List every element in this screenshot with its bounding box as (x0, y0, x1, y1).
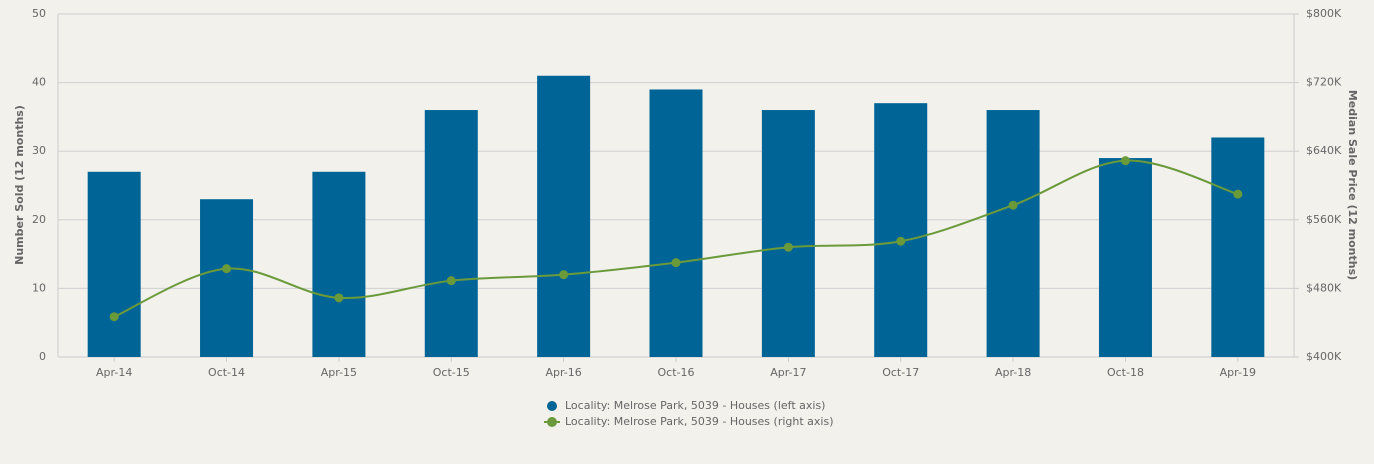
y-tick-label: 50 (32, 7, 46, 20)
line-point (1120, 156, 1130, 166)
legend-symbol (547, 417, 557, 427)
y2-tick-label: $640K (1306, 144, 1342, 157)
y2-tick-label: $800K (1306, 7, 1342, 20)
legend-symbol (547, 401, 557, 411)
x-tick-label: Oct-15 (433, 366, 470, 379)
bar (761, 110, 815, 357)
x-tick-label: Apr-15 (321, 366, 357, 379)
line-point (446, 276, 456, 286)
line-point (1008, 200, 1018, 210)
bar (649, 89, 703, 358)
x-tick-label: Apr-14 (96, 366, 132, 379)
y2-tick-label: $720K (1306, 76, 1342, 89)
x-tick-label: Apr-18 (995, 366, 1031, 379)
y-axis-title: Number Sold (12 months) (13, 105, 26, 265)
line-point (896, 236, 906, 246)
y-tick-label: 30 (32, 144, 46, 157)
bar (200, 199, 254, 357)
y2-tick-label: $400K (1306, 350, 1342, 363)
legend-label: Locality: Melrose Park, 5039 - Houses (l… (565, 399, 825, 412)
y-tick-label: 20 (32, 213, 46, 226)
y2-axis-title: Median Sale Price (12 months) (1346, 90, 1359, 280)
y-tick-label: 40 (32, 76, 46, 89)
bar (424, 110, 478, 357)
x-tick-label: Oct-14 (208, 366, 245, 379)
y-tick-label: 0 (39, 350, 46, 363)
x-tick-label: Oct-18 (1107, 366, 1144, 379)
line-point (559, 270, 569, 280)
bar (87, 171, 141, 357)
bar (1211, 137, 1265, 357)
line-point (671, 258, 681, 268)
line-point (783, 242, 793, 252)
legend-label: Locality: Melrose Park, 5039 - Houses (r… (565, 415, 834, 428)
x-tick-label: Oct-16 (658, 366, 695, 379)
x-tick-label: Apr-17 (770, 366, 806, 379)
y-tick-label: 10 (32, 281, 46, 294)
x-tick-label: Apr-19 (1220, 366, 1256, 379)
x-tick-label: Apr-16 (545, 366, 581, 379)
bar (986, 110, 1040, 357)
bar (312, 171, 366, 357)
x-tick-label: Oct-17 (882, 366, 919, 379)
y2-tick-label: $560K (1306, 213, 1342, 226)
bar (874, 103, 928, 358)
line-point (109, 312, 119, 322)
line-point (334, 293, 344, 303)
line-point (222, 264, 232, 274)
bar (537, 75, 591, 358)
line-point (1233, 189, 1243, 199)
bar (1098, 158, 1152, 357)
y2-tick-label: $480K (1306, 281, 1342, 294)
